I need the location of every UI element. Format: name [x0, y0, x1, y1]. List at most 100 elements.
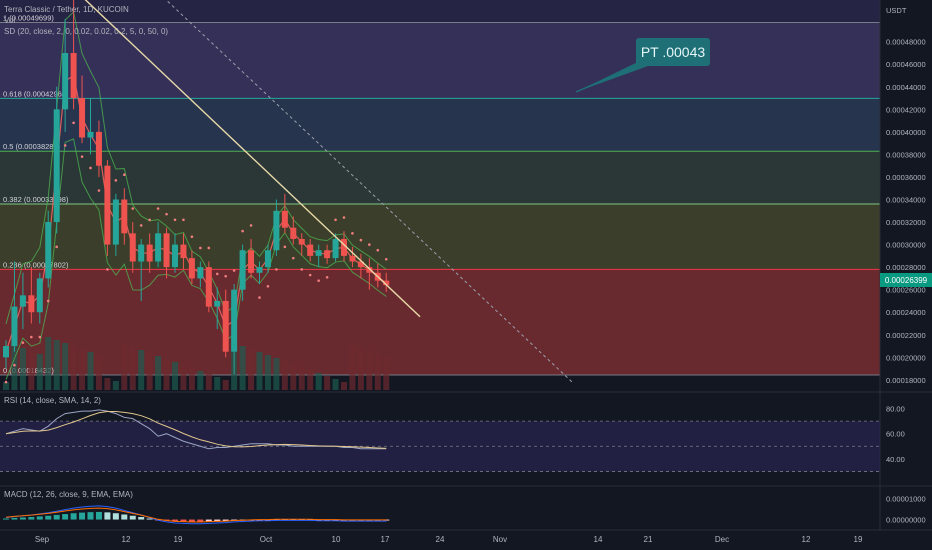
- sar-dot: [325, 275, 329, 279]
- fib-level-label: 1 (0.00049699): [3, 14, 54, 23]
- volume-bar: [3, 382, 9, 390]
- price-tick-label: 0.00034000: [886, 196, 926, 205]
- macd-histogram-bar: [138, 517, 145, 520]
- macd-histogram-bar: [11, 517, 18, 520]
- volume-bar: [383, 357, 390, 390]
- macd-histogram-bar: [45, 515, 52, 520]
- sar-dot: [38, 335, 42, 339]
- sd-indicator-label[interactable]: SD (20, close, 2, 0, 0.02, 0.02, 0.2, 5,…: [4, 27, 169, 36]
- fib-level-label: 0.618 (0.00042968): [3, 89, 69, 98]
- candle-body: [366, 267, 373, 273]
- macd-histogram-bar: [3, 518, 9, 520]
- volume-bar: [307, 370, 314, 390]
- candle-body: [341, 238, 347, 256]
- macd-histogram-bar: [53, 514, 60, 520]
- volume-bar: [79, 349, 86, 390]
- sar-dot: [13, 363, 16, 367]
- sar-dot: [266, 285, 270, 288]
- candle-body: [222, 300, 229, 352]
- price-tick-label: 0.00046000: [886, 60, 926, 69]
- sar-dot: [165, 212, 168, 216]
- macd-histogram-bar: [188, 519, 195, 522]
- candle-body: [239, 250, 246, 290]
- symbol-title[interactable]: Terra Classic / Tether, 1D, KUCOIN: [4, 5, 129, 14]
- volume-bar: [19, 348, 26, 390]
- macd-histogram-bar: [95, 511, 102, 520]
- sar-dot: [249, 224, 253, 227]
- volume-bar: [62, 343, 69, 390]
- candle-body: [79, 98, 86, 138]
- price-tick-label: 0.00038000: [886, 150, 926, 159]
- macd-legend[interactable]: MACD (12, 26, close, 9, EMA, EMA): [4, 490, 133, 499]
- macd-histogram-bar: [214, 519, 221, 522]
- volume-bar: [121, 344, 128, 390]
- volume-bar: [138, 350, 145, 390]
- volume-bar: [374, 354, 381, 390]
- rsi-tick-label: 40.00: [886, 455, 905, 464]
- candle-body: [19, 295, 26, 307]
- price-tick-label: 0.00036000: [886, 173, 926, 182]
- volume-bar: [205, 374, 212, 390]
- candle-body: [45, 222, 52, 279]
- price-tick-label: 0.00018000: [886, 376, 926, 385]
- volume-bar: [239, 346, 246, 390]
- price-target-callout[interactable]: PT .00043: [636, 38, 710, 66]
- candle-body: [273, 210, 280, 251]
- sd-basis-line: [5, 74, 387, 352]
- rsi-legend[interactable]: RSI (14, close, SMA, 14, 2): [4, 396, 101, 405]
- candle-body: [121, 199, 128, 234]
- time-tick-label: 21: [644, 535, 653, 544]
- current-price-tag: 0.00026399: [880, 273, 932, 287]
- candle-body: [155, 233, 162, 262]
- sar-dot: [207, 246, 211, 250]
- candle-body: [349, 255, 356, 262]
- macd-histogram-bar: [180, 519, 187, 522]
- sar-dot: [342, 216, 346, 219]
- sar-dot: [173, 218, 177, 222]
- sar-dot: [106, 268, 109, 271]
- price-tick-label: 0.00024000: [886, 308, 926, 317]
- macd-histogram-bar: [79, 512, 86, 520]
- candle-body: [315, 250, 322, 256]
- macd-histogram-bar: [146, 518, 153, 520]
- sar-dot: [300, 268, 304, 271]
- sar-dot: [97, 189, 101, 192]
- sar-dot: [72, 121, 75, 125]
- volume-bar: [163, 359, 170, 390]
- volume-bar: [11, 345, 18, 390]
- sar-dot: [275, 268, 278, 271]
- macd-tick-label: 0.00001000: [886, 494, 926, 503]
- time-tick-label: 10: [332, 535, 341, 544]
- candle-body: [28, 295, 35, 313]
- macd-histogram-bar: [112, 513, 119, 520]
- sar-dot: [21, 341, 25, 344]
- volume-bar: [95, 355, 102, 390]
- sar-dot: [308, 273, 312, 277]
- sar-dot: [46, 299, 50, 303]
- candle-body: [298, 238, 305, 245]
- sar-dot: [368, 243, 371, 246]
- sar-dot: [359, 238, 363, 242]
- vol-label[interactable]: Vol: [4, 16, 16, 25]
- fib-zone: [0, 0, 880, 23]
- fib-zone: [0, 151, 880, 205]
- volume-bar: [273, 358, 280, 390]
- callout-line: [575, 61, 645, 93]
- descending-trendline: [84, 0, 421, 318]
- sar-dot: [283, 245, 287, 249]
- sar-dot: [4, 380, 8, 384]
- fib-zone: [0, 98, 880, 152]
- sar-dot: [376, 248, 380, 252]
- sar-dot: [80, 155, 84, 158]
- volume-bar: [349, 345, 356, 390]
- fib-level-label: 0.5 (0.00038283): [3, 142, 61, 151]
- macd-histogram-bar: [222, 519, 229, 522]
- sar-dot: [63, 144, 67, 147]
- volume-bar: [70, 346, 77, 390]
- macd-histogram-bar: [87, 512, 94, 520]
- volume-bar: [129, 347, 136, 390]
- volume-bar: [36, 354, 43, 390]
- candle-body: [188, 258, 195, 279]
- candle-body: [62, 52, 69, 110]
